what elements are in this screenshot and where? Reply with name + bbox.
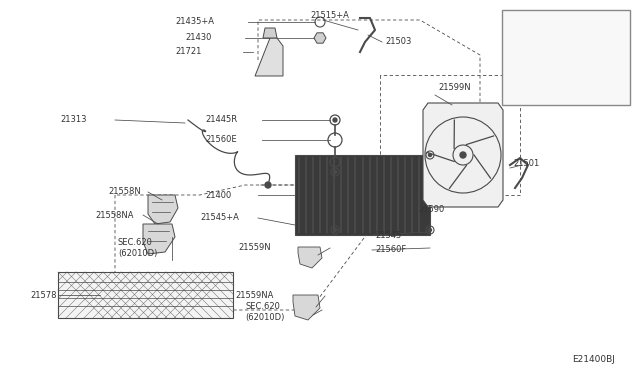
Polygon shape [298, 247, 322, 268]
Text: 21558N: 21558N [108, 187, 141, 196]
Text: 21400: 21400 [205, 190, 231, 199]
Text: 21445R: 21445R [548, 89, 583, 98]
Text: 21590: 21590 [418, 205, 444, 215]
Text: 21558NA: 21558NA [95, 211, 134, 219]
Text: 21501: 21501 [513, 158, 540, 167]
Text: 21560F: 21560F [375, 246, 406, 254]
Circle shape [460, 152, 466, 158]
Polygon shape [143, 224, 175, 254]
Text: 21445R: 21445R [205, 115, 237, 125]
Text: SEC.620
(62010D): SEC.620 (62010D) [245, 302, 284, 322]
Text: 21721: 21721 [175, 48, 202, 57]
Polygon shape [293, 295, 320, 320]
Polygon shape [148, 195, 178, 224]
Text: 21313: 21313 [60, 115, 86, 125]
Text: E21400BJ: E21400BJ [572, 355, 615, 364]
Circle shape [429, 154, 431, 157]
Polygon shape [263, 28, 277, 38]
Text: SEC.620
(62010D): SEC.620 (62010D) [118, 238, 157, 258]
Circle shape [429, 228, 431, 231]
Text: 21560E: 21560E [205, 135, 237, 144]
Circle shape [333, 228, 337, 231]
Text: 21503: 21503 [385, 38, 412, 46]
Circle shape [265, 182, 271, 188]
Text: 21578: 21578 [30, 291, 56, 299]
Text: 21559N: 21559N [238, 244, 271, 253]
Circle shape [333, 118, 337, 122]
Circle shape [563, 29, 569, 35]
Text: 21545: 21545 [375, 231, 401, 240]
Circle shape [333, 170, 337, 173]
Bar [502, 10, 630, 105]
Polygon shape [423, 103, 503, 207]
Bar [58, 272, 233, 318]
Text: 21435+A: 21435+A [175, 17, 214, 26]
Text: 21599N: 21599N [438, 83, 470, 93]
Text: 21545+A: 21545+A [200, 214, 239, 222]
Text: 21559NA: 21559NA [235, 292, 273, 301]
Bar [295, 155, 430, 235]
Text: 21430: 21430 [185, 33, 211, 42]
Text: 21515+A: 21515+A [310, 10, 349, 19]
Polygon shape [255, 38, 283, 76]
Polygon shape [314, 33, 326, 43]
